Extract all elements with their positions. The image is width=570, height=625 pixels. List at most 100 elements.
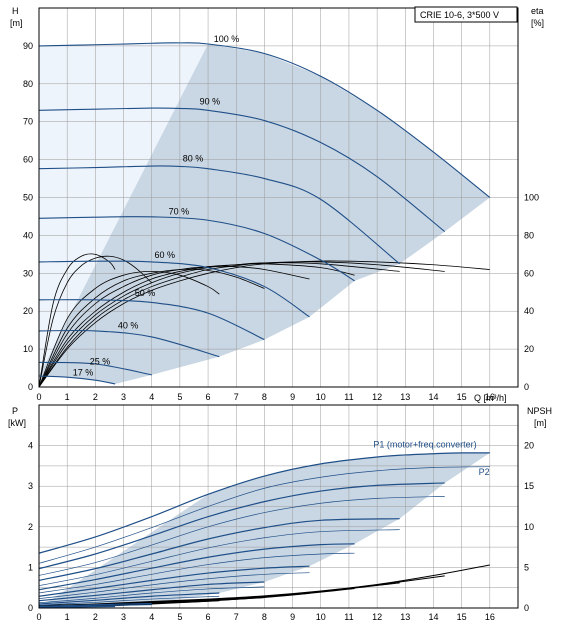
- y-tick-label: 0: [28, 382, 33, 392]
- x-tick-label: 7: [234, 392, 239, 402]
- eta-curve-0: [39, 260, 490, 387]
- p1-curve-5: [39, 581, 265, 602]
- npsh-axis-label: NPSH: [527, 406, 552, 416]
- y-tick-label: 30: [23, 268, 33, 278]
- eta-axis-label: eta: [531, 6, 544, 16]
- head-curve-80: [39, 165, 401, 265]
- p2-curve-7: [39, 604, 152, 608]
- x-tick-label: 13: [400, 612, 410, 622]
- power-annotations: P1 (motor+freq.converter) P2: [373, 440, 489, 477]
- head-curve-90: [39, 107, 446, 233]
- efficiency-curves: [39, 253, 490, 387]
- y-tick-label: 60: [23, 155, 33, 165]
- eta-curve-1: [39, 261, 445, 387]
- eta-curve-5: [39, 268, 265, 387]
- y-tick-label: 70: [23, 117, 33, 127]
- p2-curve-4: [39, 572, 310, 600]
- p1-curve-1: [39, 482, 445, 570]
- y-tick-label: 20: [23, 306, 33, 316]
- y2-tick-label: 5: [524, 562, 529, 572]
- x-tick-label: 9: [290, 612, 295, 622]
- y-tick-label: 1: [28, 562, 33, 572]
- speed-label: 50 %: [135, 288, 156, 298]
- x-tick-label: 6: [206, 392, 211, 402]
- x-tick-label: 8: [262, 392, 267, 402]
- x-tick-label: 0: [36, 392, 41, 402]
- chart-title: CRIE 10-6, 3*500 V: [420, 10, 499, 20]
- x-tick-label: 16: [485, 612, 495, 622]
- bottom-x-ticks: 0 1 2 3 4 5 6 7 8 9 10 11 12 13 14 15 16: [36, 612, 494, 622]
- x-tick-label: 12: [372, 612, 382, 622]
- head-curve-50: [39, 299, 265, 341]
- y2-tick-label: 10: [524, 522, 534, 532]
- p1-curve-6: [39, 592, 220, 605]
- x-tick-label: 3: [121, 392, 126, 402]
- head-curve-25: [39, 361, 152, 376]
- x-tick-label: 8: [262, 612, 267, 622]
- npsh-axis-unit: [m]: [534, 418, 547, 428]
- speed-label: 90 %: [200, 97, 221, 107]
- x-tick-label: 10: [316, 612, 326, 622]
- flow-axis-label: Q [m³/h]: [474, 393, 507, 403]
- x-tick-label: 11: [344, 392, 353, 402]
- y2-tick-label: 0: [524, 603, 529, 613]
- head-curve-40: [39, 329, 220, 358]
- x-tick-label: 10: [316, 392, 326, 402]
- head-curve-60: [39, 260, 310, 318]
- top-plot-frame: [38, 7, 519, 388]
- speed-labels: 100 % 90 % 80 % 70 % 60 % 50 % 40 % 25 % 17 %: [73, 34, 239, 378]
- y2-tick-label: 80: [524, 230, 534, 240]
- speed-label: 40 %: [118, 320, 139, 330]
- p1-curve-3: [39, 543, 355, 591]
- x-tick-label: 1: [65, 612, 70, 622]
- x-tick-label: 9: [290, 392, 295, 402]
- p2-curve-0: [39, 466, 490, 564]
- x-tick-label: 6: [206, 612, 211, 622]
- eta-curve-8: [39, 253, 116, 387]
- x-tick-label: 3: [121, 612, 126, 622]
- head-axis-label: H: [12, 6, 19, 16]
- y-tick-label: 50: [23, 193, 33, 203]
- x-tick-label: 12: [372, 392, 382, 402]
- head-curve-70: [39, 216, 355, 282]
- power-axis-unit: [kW]: [8, 418, 26, 428]
- eta-curve-7: [39, 255, 152, 387]
- head-curve-17: [39, 375, 116, 385]
- eta-curve-3: [39, 263, 355, 387]
- power-curves: [39, 452, 490, 608]
- y-tick-label: 3: [28, 481, 33, 491]
- y2-tick-label: 60: [524, 268, 534, 278]
- bottom-y-ticks: 0 1 2 3 4: [28, 441, 33, 613]
- y-tick-label: 4: [28, 441, 33, 451]
- top-y2-ticks: 0 20 40 60 80 100: [524, 193, 539, 393]
- speed-label: 100 %: [214, 34, 240, 44]
- eta-axis-unit: [%]: [531, 18, 544, 28]
- x-tick-label: 14: [428, 392, 438, 402]
- speed-label: 70 %: [169, 207, 190, 217]
- eta-curve-6: [39, 270, 220, 387]
- x-tick-label: 16: [485, 392, 495, 402]
- head-curves: [39, 42, 491, 385]
- x-tick-label: 4: [149, 612, 154, 622]
- x-tick-label: 2: [93, 392, 98, 402]
- speed-label: 60 %: [155, 250, 176, 260]
- p2-curve-5: [39, 586, 265, 604]
- p2-curve-3: [39, 552, 355, 594]
- x-tick-label: 13: [400, 392, 410, 402]
- speed-label: 17 %: [73, 368, 94, 378]
- power-annotation: P1 (motor+freq.converter): [373, 440, 476, 450]
- y-tick-label: 40: [23, 230, 33, 240]
- y2-tick-label: 0: [524, 382, 529, 392]
- p2-curve-6: [39, 595, 220, 606]
- y-tick-label: 2: [28, 522, 33, 532]
- title-box: [414, 6, 518, 23]
- p2-curve-2: [39, 529, 400, 587]
- p1-curve-2: [39, 518, 400, 581]
- y-tick-label: 90: [23, 41, 33, 51]
- x-tick-label: 14: [428, 612, 438, 622]
- eta-curve-4: [39, 265, 310, 387]
- head-axis-unit: [m]: [10, 18, 23, 28]
- x-tick-label: 1: [65, 392, 70, 402]
- x-tick-label: 5: [177, 612, 182, 622]
